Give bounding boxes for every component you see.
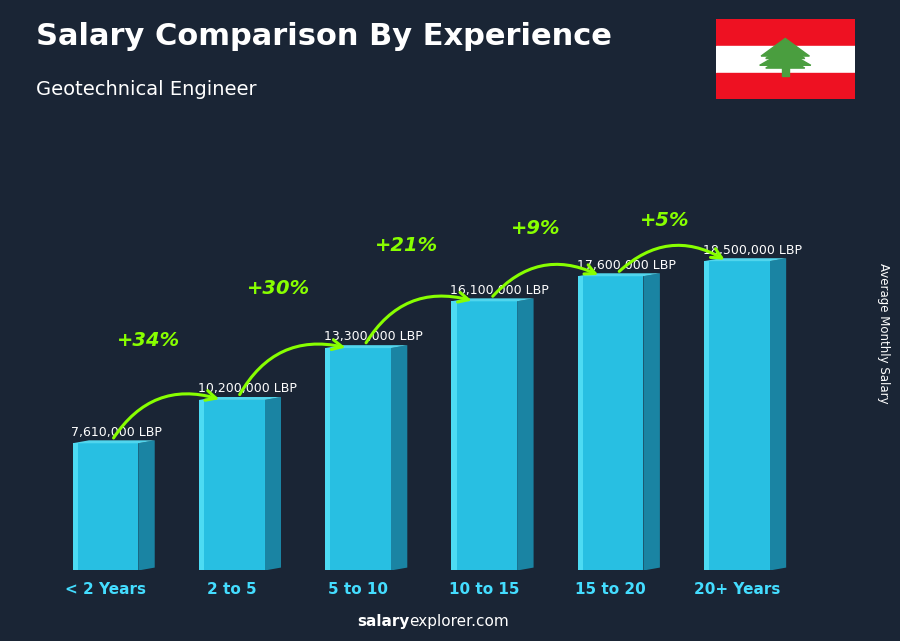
Text: +30%: +30% — [247, 279, 310, 298]
Bar — [452, 301, 456, 570]
Bar — [73, 443, 139, 570]
Polygon shape — [199, 397, 281, 400]
Bar — [73, 443, 78, 570]
Text: 16,100,000 LBP: 16,100,000 LBP — [450, 284, 549, 297]
Text: 17,600,000 LBP: 17,600,000 LBP — [577, 258, 675, 272]
Bar — [452, 301, 518, 570]
Bar — [325, 348, 330, 570]
Polygon shape — [761, 38, 809, 56]
Bar — [199, 400, 204, 570]
Text: 13,300,000 LBP: 13,300,000 LBP — [324, 331, 423, 344]
Text: Salary Comparison By Experience: Salary Comparison By Experience — [36, 22, 612, 51]
Text: 18,500,000 LBP: 18,500,000 LBP — [703, 244, 802, 256]
Bar — [782, 67, 788, 76]
Polygon shape — [770, 258, 787, 570]
Text: 10,200,000 LBP: 10,200,000 LBP — [198, 382, 296, 395]
Text: +21%: +21% — [375, 236, 438, 255]
Text: salary: salary — [357, 615, 410, 629]
Polygon shape — [704, 258, 787, 261]
Polygon shape — [766, 44, 805, 58]
Text: +5%: +5% — [640, 212, 689, 230]
Bar — [325, 348, 391, 570]
Text: explorer.com: explorer.com — [410, 615, 509, 629]
Polygon shape — [644, 273, 660, 570]
Bar — [704, 261, 770, 570]
Text: 7,610,000 LBP: 7,610,000 LBP — [71, 426, 162, 438]
FancyBboxPatch shape — [713, 17, 858, 101]
Text: Average Monthly Salary: Average Monthly Salary — [878, 263, 890, 404]
Text: Geotechnical Engineer: Geotechnical Engineer — [36, 80, 256, 99]
Polygon shape — [760, 51, 811, 65]
Polygon shape — [391, 345, 408, 570]
Bar — [578, 276, 644, 570]
Polygon shape — [518, 298, 534, 570]
Bar — [578, 276, 583, 570]
Polygon shape — [452, 298, 534, 301]
Polygon shape — [73, 440, 155, 443]
Bar — [704, 261, 709, 570]
Bar — [199, 400, 265, 570]
Text: +9%: +9% — [511, 219, 561, 238]
Bar — [716, 72, 855, 99]
Polygon shape — [578, 273, 660, 276]
Polygon shape — [766, 56, 805, 68]
Bar — [716, 19, 855, 46]
Polygon shape — [325, 345, 408, 348]
Bar — [716, 46, 855, 72]
Polygon shape — [139, 440, 155, 570]
Polygon shape — [265, 397, 281, 570]
Text: +34%: +34% — [116, 331, 180, 350]
